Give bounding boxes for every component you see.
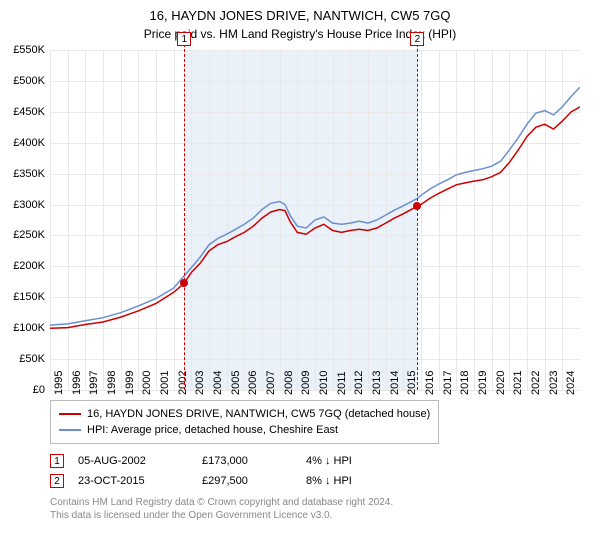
y-axis-label: £350K <box>13 168 45 180</box>
y-axis-label: £150K <box>13 291 45 303</box>
legend-section: 16, HAYDN JONES DRIVE, NANTWICH, CW5 7GQ… <box>50 400 580 522</box>
y-axis-label: £250K <box>13 229 45 241</box>
marker-dot <box>413 202 421 210</box>
series-line <box>50 107 580 328</box>
legend-label: HPI: Average price, detached house, Ches… <box>87 422 338 438</box>
transaction-badge: 1 <box>50 454 64 468</box>
chart: £0£50K£100K£150K£200K£250K£300K£350K£400… <box>50 50 580 390</box>
attribution: Contains HM Land Registry data © Crown c… <box>50 496 580 522</box>
marker-badge: 2 <box>410 32 424 46</box>
y-axis-label: £550K <box>13 44 45 56</box>
legend-label: 16, HAYDN JONES DRIVE, NANTWICH, CW5 7GQ… <box>87 406 430 422</box>
y-axis-label: £0 <box>33 384 45 396</box>
legend-swatch <box>59 413 81 415</box>
legend-box: 16, HAYDN JONES DRIVE, NANTWICH, CW5 7GQ… <box>50 400 439 444</box>
series-line <box>50 87 580 325</box>
transaction-badge: 2 <box>50 474 64 488</box>
transaction-row: 1 05-AUG-2002 £173,000 4% ↓ HPI <box>50 454 580 468</box>
attribution-line1: Contains HM Land Registry data © Crown c… <box>50 496 580 509</box>
legend-row: HPI: Average price, detached house, Ches… <box>59 422 430 438</box>
transaction-diff: 8% ↓ HPI <box>306 475 416 487</box>
marker-badge: 1 <box>177 32 191 46</box>
y-axis-label: £100K <box>13 322 45 334</box>
transaction-date: 05-AUG-2002 <box>78 455 188 467</box>
page-subtitle: Price paid vs. HM Land Registry's House … <box>0 23 600 47</box>
y-axis-label: £500K <box>13 75 45 87</box>
page-title: 16, HAYDN JONES DRIVE, NANTWICH, CW5 7GQ <box>0 0 600 23</box>
transaction-price: £173,000 <box>202 455 292 467</box>
series-svg <box>50 50 580 390</box>
transaction-diff: 4% ↓ HPI <box>306 455 416 467</box>
transaction-price: £297,500 <box>202 475 292 487</box>
marker-dot <box>180 279 188 287</box>
marker-line <box>417 34 418 390</box>
transactions-table: 1 05-AUG-2002 £173,000 4% ↓ HPI 2 23-OCT-2015… <box>50 454 580 488</box>
y-axis-label: £50K <box>19 353 45 365</box>
legend-row: 16, HAYDN JONES DRIVE, NANTWICH, CW5 7GQ… <box>59 406 430 422</box>
y-axis-label: £400K <box>13 137 45 149</box>
transaction-date: 23-OCT-2015 <box>78 475 188 487</box>
transaction-row: 2 23-OCT-2015 £297,500 8% ↓ HPI <box>50 474 580 488</box>
y-axis-label: £450K <box>13 106 45 118</box>
attribution-line2: This data is licensed under the Open Gov… <box>50 509 580 522</box>
y-axis-label: £300K <box>13 199 45 211</box>
legend-swatch <box>59 429 81 431</box>
y-axis-label: £200K <box>13 260 45 272</box>
marker-line <box>184 34 185 390</box>
